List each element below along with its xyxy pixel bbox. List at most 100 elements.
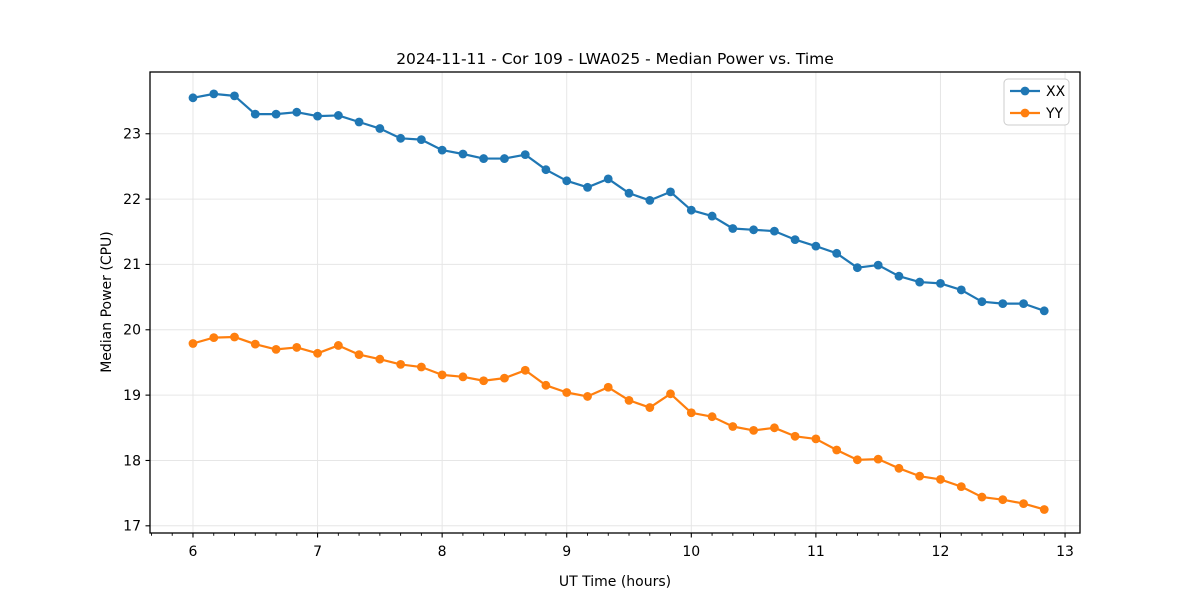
series-xx-point	[728, 224, 738, 233]
series-yy-point	[271, 344, 281, 354]
y-tick-label: 19	[123, 388, 141, 404]
series-yy-point	[770, 423, 779, 433]
series-yy-point	[998, 495, 1008, 505]
y-tick-label: 23	[123, 127, 141, 143]
series-xx-point	[520, 150, 530, 160]
series-xx-point	[437, 145, 447, 155]
series-xx-point	[1019, 299, 1028, 309]
series-yy-point	[333, 341, 343, 350]
plot-border	[149, 71, 1081, 534]
legend-label-xx: XX	[1046, 84, 1066, 100]
series-xx-point	[832, 248, 842, 258]
series-xx-point	[873, 260, 883, 270]
y-tick-label: 22	[123, 192, 141, 208]
series-yy-point	[936, 475, 945, 484]
series-yy-point	[583, 392, 592, 401]
x-tick-label: 10	[682, 544, 700, 560]
series-yy-point	[500, 373, 509, 383]
series-yy-point	[188, 339, 198, 348]
series-xx-point	[541, 165, 551, 175]
y-tick-label: 18	[123, 453, 141, 469]
series-xx-point	[209, 89, 219, 99]
series-xx-point	[956, 285, 966, 295]
legend-marker-sample	[1020, 86, 1030, 96]
series-xx-point	[998, 299, 1008, 309]
x-tick-label: 12	[932, 544, 950, 560]
series-xx-point	[645, 196, 655, 205]
series-yy-point	[250, 339, 260, 349]
series-xx-point	[624, 188, 634, 198]
series-xx-point	[749, 225, 758, 235]
x-tick-label: 9	[562, 544, 571, 560]
series-yy-point	[666, 389, 675, 399]
series-yy-point	[209, 333, 219, 343]
series-yy-point	[873, 454, 883, 464]
series-xx-point	[811, 241, 821, 251]
series-yy-point	[790, 431, 800, 441]
series-yy-point	[541, 380, 551, 390]
series-yy-point	[1019, 499, 1028, 508]
series-yy-point	[977, 492, 987, 502]
series-xx-point	[790, 235, 800, 245]
series-xx-point	[250, 109, 260, 119]
series-yy-point	[811, 434, 821, 444]
series-xx-point	[396, 133, 406, 143]
series-xx-point	[292, 107, 302, 117]
series-xx-point	[313, 111, 322, 121]
series-xx-point	[333, 111, 343, 120]
series-yy-point	[230, 332, 239, 342]
gridlines	[150, 72, 1080, 533]
series-xx-point	[603, 174, 613, 184]
series-yy-point	[707, 412, 717, 422]
series-xx-point	[915, 277, 925, 287]
series-xx-point	[894, 271, 904, 281]
series-yy-point	[354, 350, 364, 360]
series-yy-point	[749, 426, 758, 435]
series-yy-point	[894, 463, 904, 473]
series-yy-point	[956, 482, 966, 492]
series-xx-point	[458, 149, 468, 159]
series-layer	[188, 89, 1049, 514]
series-xx-point	[936, 278, 945, 288]
y-axis-label: Median Power (CPU)	[99, 231, 115, 373]
series-xx-point	[500, 154, 509, 163]
series-yy-point	[416, 362, 426, 372]
series-xx-point	[416, 135, 426, 145]
series-yy-point	[437, 370, 447, 380]
series-yy-point	[728, 422, 738, 431]
series-xx-point	[375, 124, 385, 133]
x-tick-label: 11	[807, 544, 825, 560]
series-yy-point	[686, 408, 696, 418]
series-yy-point	[603, 382, 613, 392]
series-xx-point	[562, 176, 572, 186]
series-yy-line	[191, 335, 1046, 511]
series-yy-point	[520, 365, 530, 375]
series-xx-point	[583, 182, 592, 192]
series-xx-point	[686, 205, 696, 215]
x-tick-label: 7	[313, 544, 322, 560]
x-axis-label: UT Time (hours)	[559, 574, 671, 590]
series-xx-point	[479, 154, 489, 163]
series-yy-point	[375, 354, 385, 364]
series-yy-point	[313, 348, 322, 358]
series-yy-point	[1039, 505, 1049, 514]
series-xx-point	[188, 93, 198, 103]
chart-title: 2024-11-11 - Cor 109 - LWA025 - Median P…	[396, 50, 834, 68]
series-yy-point	[624, 395, 634, 405]
series-yy-point	[852, 455, 862, 465]
y-tick-label: 17	[123, 519, 141, 535]
x-tick-label: 8	[438, 544, 447, 560]
axis-ticks: 17 18 19 20 21 22 23 6 7 8 9 10 11 12 13	[123, 127, 1074, 560]
legend: XX YY	[1003, 78, 1070, 126]
series-yy-point	[292, 343, 302, 352]
series-yy-point	[832, 445, 842, 455]
series-xx-point	[1039, 306, 1049, 316]
series-xx-point	[230, 91, 239, 101]
series-yy-point	[915, 471, 925, 481]
x-tick-label: 13	[1056, 544, 1074, 560]
series-xx-point	[666, 187, 675, 197]
legend-label-yy: YY	[1045, 106, 1064, 122]
x-tick-label: 6	[189, 544, 198, 560]
